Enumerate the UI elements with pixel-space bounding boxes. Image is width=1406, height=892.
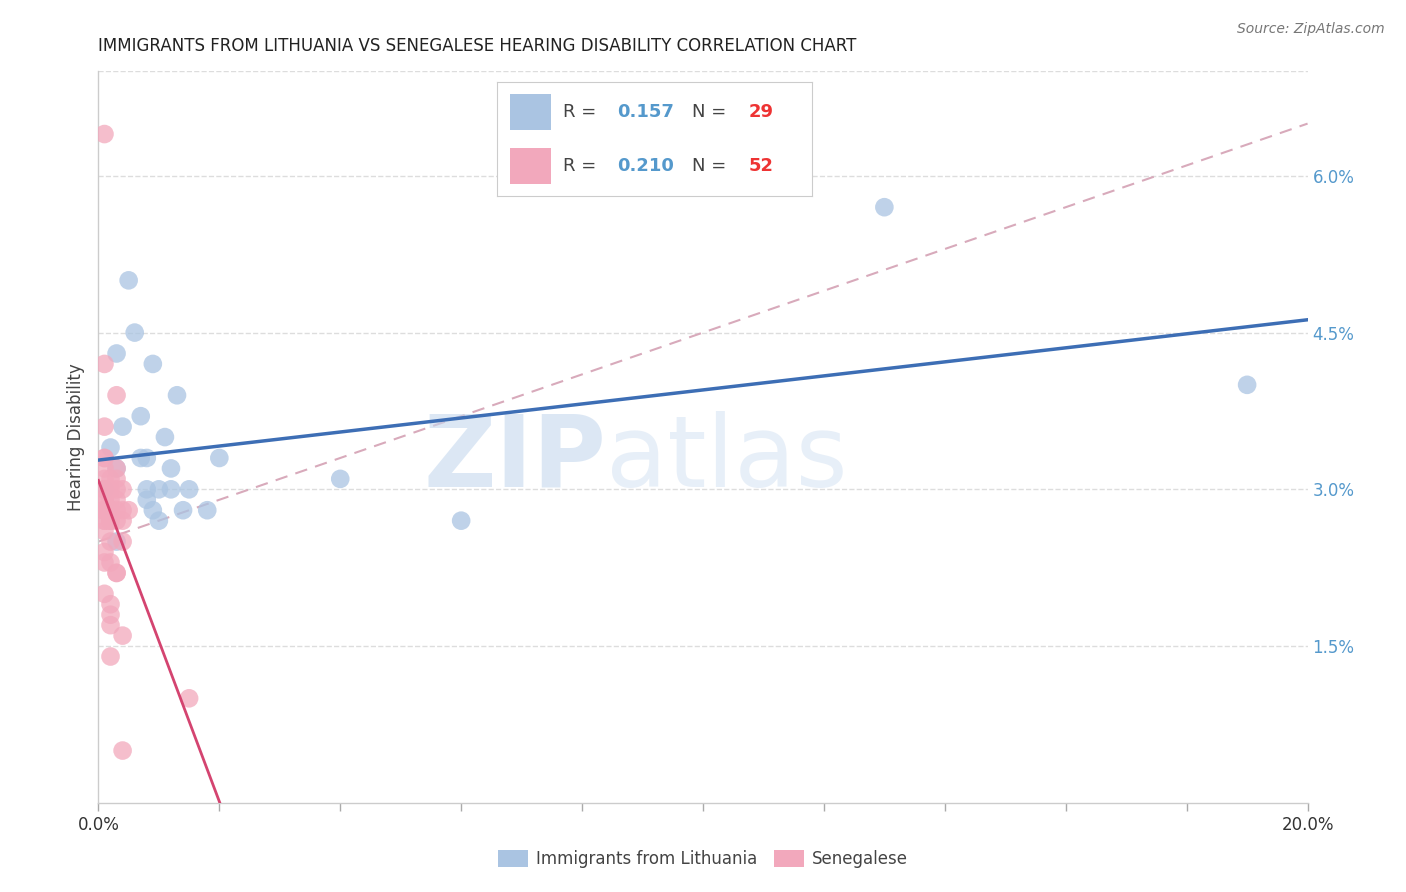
Point bbox=[135, 492, 157, 507]
Point bbox=[93, 503, 115, 517]
Point bbox=[135, 483, 157, 497]
Point bbox=[93, 492, 115, 507]
Point bbox=[93, 127, 115, 141]
Text: atlas: atlas bbox=[606, 410, 848, 508]
Point bbox=[100, 649, 122, 664]
Point bbox=[195, 503, 218, 517]
Point bbox=[111, 534, 134, 549]
Point bbox=[124, 326, 146, 340]
Point bbox=[93, 524, 115, 538]
Point bbox=[111, 514, 134, 528]
Point bbox=[105, 388, 128, 402]
Point bbox=[105, 566, 128, 580]
Point bbox=[142, 503, 165, 517]
Point bbox=[148, 483, 170, 497]
Point bbox=[105, 483, 128, 497]
Point bbox=[93, 556, 115, 570]
Point bbox=[93, 514, 115, 528]
Point bbox=[111, 483, 134, 497]
Point bbox=[100, 514, 122, 528]
Point bbox=[93, 492, 115, 507]
Point bbox=[172, 503, 194, 517]
Point bbox=[153, 430, 176, 444]
Point bbox=[93, 472, 115, 486]
Point bbox=[100, 441, 122, 455]
Point bbox=[93, 483, 115, 497]
Point bbox=[100, 556, 122, 570]
Text: ZIP: ZIP bbox=[423, 410, 606, 508]
Point bbox=[100, 514, 122, 528]
Point bbox=[93, 587, 115, 601]
Point bbox=[93, 450, 115, 465]
Y-axis label: Hearing Disability: Hearing Disability bbox=[66, 363, 84, 511]
Point bbox=[105, 472, 128, 486]
Point bbox=[100, 597, 122, 611]
Text: Source: ZipAtlas.com: Source: ZipAtlas.com bbox=[1237, 22, 1385, 37]
Point bbox=[105, 346, 128, 360]
Point bbox=[166, 388, 188, 402]
Point bbox=[93, 450, 115, 465]
Text: IMMIGRANTS FROM LITHUANIA VS SENEGALESE HEARING DISABILITY CORRELATION CHART: IMMIGRANTS FROM LITHUANIA VS SENEGALESE … bbox=[98, 37, 856, 54]
Point bbox=[105, 503, 128, 517]
Point bbox=[135, 450, 157, 465]
Point bbox=[100, 472, 122, 486]
Point bbox=[93, 545, 115, 559]
Point bbox=[105, 566, 128, 580]
Point bbox=[129, 450, 152, 465]
Point bbox=[93, 483, 115, 497]
Point bbox=[93, 503, 115, 517]
Point bbox=[118, 503, 141, 517]
Point bbox=[93, 514, 115, 528]
Point bbox=[105, 461, 128, 475]
Point bbox=[160, 461, 183, 475]
Point bbox=[93, 503, 115, 517]
Point bbox=[111, 419, 134, 434]
Point bbox=[100, 534, 122, 549]
Point bbox=[105, 534, 128, 549]
Point bbox=[873, 200, 896, 214]
Point bbox=[111, 743, 134, 757]
Point bbox=[208, 450, 231, 465]
Point bbox=[105, 514, 128, 528]
Point bbox=[105, 492, 128, 507]
Point bbox=[148, 514, 170, 528]
Point bbox=[93, 503, 115, 517]
Point bbox=[329, 472, 352, 486]
Point bbox=[100, 492, 122, 507]
Point bbox=[129, 409, 152, 424]
Point bbox=[100, 503, 122, 517]
Point bbox=[100, 607, 122, 622]
Point bbox=[142, 357, 165, 371]
Point bbox=[93, 483, 115, 497]
Point bbox=[93, 357, 115, 371]
Legend: Immigrants from Lithuania, Senegalese: Immigrants from Lithuania, Senegalese bbox=[491, 843, 915, 875]
Point bbox=[100, 503, 122, 517]
Point bbox=[179, 691, 201, 706]
Point bbox=[93, 419, 115, 434]
Point bbox=[100, 483, 122, 497]
Point bbox=[160, 483, 183, 497]
Point bbox=[100, 618, 122, 632]
Point bbox=[1236, 377, 1258, 392]
Point bbox=[111, 503, 134, 517]
Point bbox=[179, 483, 201, 497]
Point bbox=[118, 273, 141, 287]
Point bbox=[93, 461, 115, 475]
Point bbox=[111, 629, 134, 643]
Point bbox=[450, 514, 472, 528]
Point bbox=[105, 461, 128, 475]
Point bbox=[100, 514, 122, 528]
